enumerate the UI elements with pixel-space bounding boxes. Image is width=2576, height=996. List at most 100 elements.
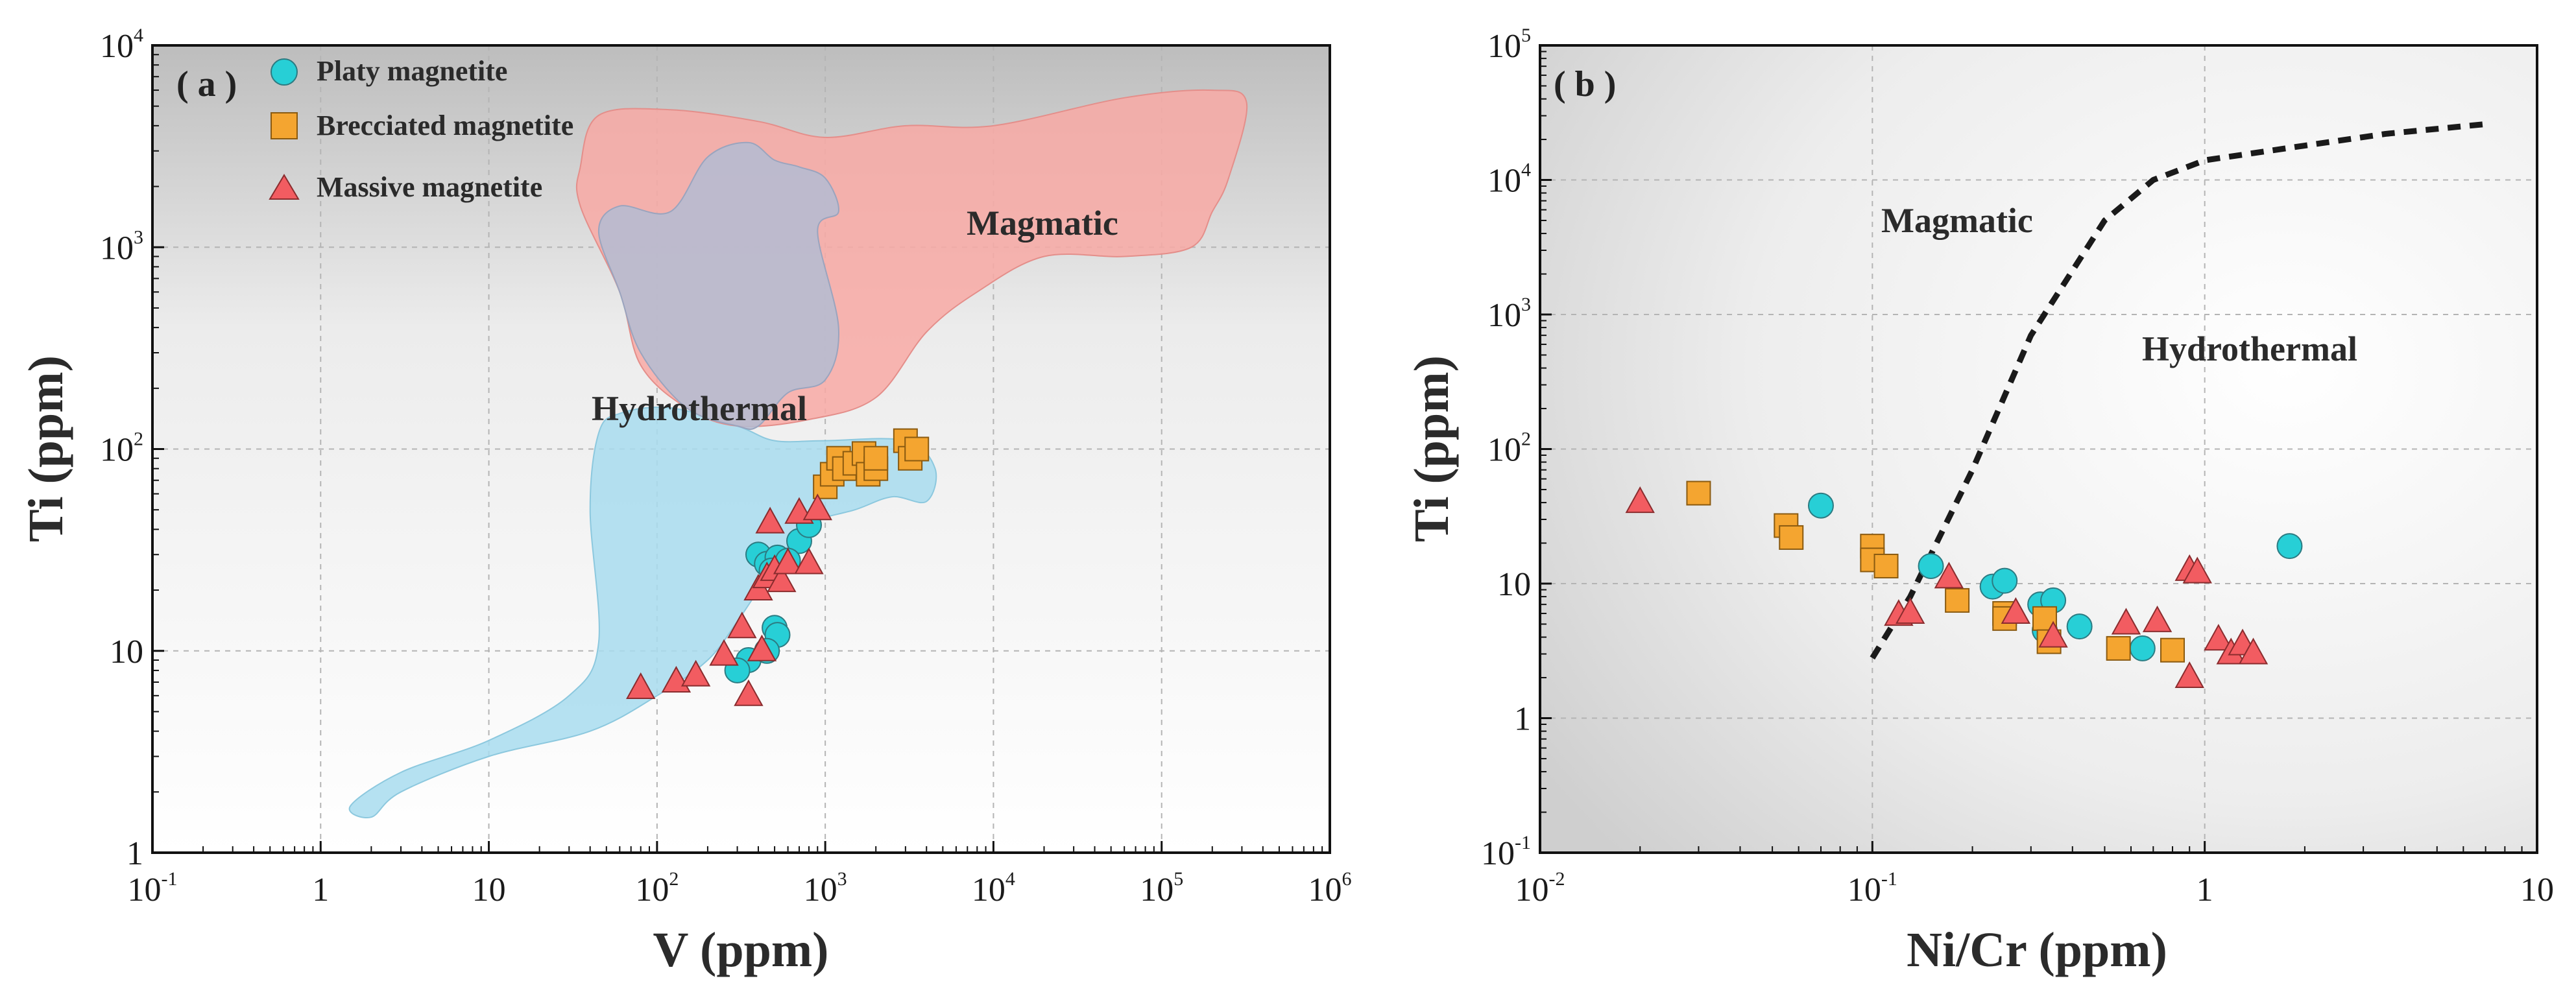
y-tick-base: 10 bbox=[110, 634, 143, 670]
x-tick-exponent: 3 bbox=[837, 868, 847, 890]
legend: Platy magnetite Brecciated magnetite Mas… bbox=[269, 55, 573, 203]
hydrothermal-field bbox=[348, 407, 937, 819]
massive-magnetite-point bbox=[680, 659, 711, 687]
brecciated-magnetite-point bbox=[1779, 525, 1804, 550]
x-tick-base: 10 bbox=[128, 872, 162, 908]
panel-b-grid bbox=[1540, 45, 2537, 853]
x-tick-label: 10 bbox=[2520, 872, 2554, 908]
panel-a-hydrothermal-label: Hydrothermal bbox=[592, 389, 807, 428]
y-tick-label: 10 bbox=[1497, 566, 1531, 603]
x-tick-base: 10 bbox=[1848, 872, 1881, 908]
legend-brecciated-label: Brecciated magnetite bbox=[317, 110, 573, 141]
y-tick-exponent: 5 bbox=[1521, 25, 1531, 46]
legend-platy-marker bbox=[271, 58, 298, 86]
y-tick-exponent: 4 bbox=[134, 25, 143, 46]
panel-a-xlabel: V (ppm) bbox=[653, 923, 829, 977]
magmatic-hydrothermal-boundary-line bbox=[1870, 121, 2486, 660]
legend-massive-marker bbox=[269, 174, 300, 200]
x-tick-base: 10 bbox=[635, 872, 669, 908]
y-tick-base: 10 bbox=[1497, 566, 1531, 603]
y-tick-label: 104 bbox=[100, 25, 143, 65]
massive-magnetite-point bbox=[626, 672, 656, 699]
massive-magnetite-point bbox=[727, 611, 757, 639]
x-tick-exponent: 6 bbox=[1342, 868, 1352, 890]
y-tick-exponent: 4 bbox=[1521, 160, 1531, 181]
legend-brecciated-marker bbox=[271, 112, 298, 139]
x-tick-base: 10 bbox=[1140, 872, 1174, 908]
panel-b-points bbox=[1625, 480, 2303, 689]
massive-magnetite-point bbox=[802, 493, 832, 521]
x-tick-base: 10 bbox=[804, 872, 837, 908]
massive-magnetite-point bbox=[1934, 562, 1964, 589]
y-tick-base: 10 bbox=[1487, 163, 1521, 200]
panel-b-hydrothermal-label: Hydrothermal bbox=[2142, 329, 2357, 368]
y-tick-exponent: 3 bbox=[134, 226, 143, 248]
panel-a-fields bbox=[348, 89, 1248, 819]
x-tick-label: 104 bbox=[972, 868, 1015, 908]
massive-magnetite-point bbox=[2174, 661, 2204, 689]
panel-a-points bbox=[626, 428, 930, 706]
x-tick-label: 10 bbox=[472, 872, 506, 908]
x-tick-label: 103 bbox=[804, 868, 847, 908]
massive-magnetite-point bbox=[2238, 637, 2269, 665]
y-tick-label: 102 bbox=[100, 429, 143, 469]
massive-magnetite-point bbox=[2001, 597, 2031, 624]
brecciated-magnetite-point bbox=[1686, 480, 1711, 506]
x-tick-label: 10-1 bbox=[128, 868, 178, 908]
massive-magnetite-point bbox=[2204, 624, 2233, 651]
y-tick-base: 10 bbox=[1487, 297, 1521, 334]
y-tick-label: 103 bbox=[100, 226, 143, 267]
massive-magnetite-point bbox=[2038, 621, 2068, 648]
panel-b-ylabel: Ti (ppm) bbox=[1404, 355, 1459, 542]
y-tick-base: 10 bbox=[100, 230, 134, 267]
brecciated-magnetite-point bbox=[2160, 637, 2185, 663]
y-tick-label: 103 bbox=[1487, 294, 1531, 334]
platy-magnetite-point bbox=[2129, 635, 2156, 661]
y-tick-label: 102 bbox=[1487, 429, 1531, 469]
panel-a-label: ( a ) bbox=[176, 64, 237, 104]
y-tick-base: 10 bbox=[1487, 432, 1521, 469]
panel-b-label: ( b ) bbox=[1554, 64, 1616, 104]
x-tick-exponent: 4 bbox=[1005, 868, 1015, 890]
y-tick-exponent: -1 bbox=[1515, 832, 1531, 853]
x-tick-base: 10 bbox=[2520, 872, 2554, 908]
platy-magnetite-point bbox=[2276, 533, 2303, 560]
x-tick-base: 10 bbox=[472, 872, 506, 908]
platy-magnetite-point bbox=[2066, 613, 2093, 640]
brecciated-magnetite-point bbox=[2106, 635, 2131, 661]
brecciated-magnetite-point bbox=[1873, 553, 1899, 578]
y-tick-exponent: 2 bbox=[1521, 429, 1531, 450]
massive-magnetite-point bbox=[755, 506, 785, 534]
x-tick-base: 10 bbox=[1515, 872, 1549, 908]
x-tick-exponent: 2 bbox=[669, 868, 679, 890]
massive-magnetite-point bbox=[2111, 608, 2141, 635]
brecciated-magnetite-point bbox=[1945, 587, 1970, 613]
y-tick-base: 1 bbox=[1514, 701, 1531, 738]
massive-magnetite-point bbox=[2182, 556, 2212, 584]
massive-magnetite-point bbox=[767, 565, 797, 593]
platy-magnetite-point bbox=[1918, 552, 1944, 579]
y-tick-base: 1 bbox=[126, 835, 143, 872]
x-tick-label: 106 bbox=[1308, 868, 1352, 908]
massive-magnetite-point bbox=[1896, 597, 1925, 624]
x-tick-label: 105 bbox=[1140, 868, 1183, 908]
platy-magnetite-point bbox=[1992, 567, 2018, 594]
brecciated-magnetite-point bbox=[904, 436, 930, 462]
x-tick-base: 1 bbox=[312, 872, 329, 908]
massive-magnetite-point bbox=[794, 547, 824, 575]
legend-massive-label: Massive magnetite bbox=[317, 171, 542, 203]
y-tick-label: 10-1 bbox=[1481, 832, 1531, 872]
y-tick-exponent: 2 bbox=[134, 429, 143, 450]
massive-magnetite-point bbox=[747, 634, 777, 661]
x-tick-exponent: -1 bbox=[162, 868, 178, 890]
massive-magnetite-point bbox=[1625, 486, 1655, 514]
x-tick-base: 10 bbox=[972, 872, 1005, 908]
x-tick-base: 1 bbox=[2197, 872, 2213, 908]
panel-a-ylabel: Ti (ppm) bbox=[19, 355, 73, 542]
panel-a-magmatic-label: Magmatic bbox=[967, 204, 1118, 243]
x-tick-label: 102 bbox=[635, 868, 679, 908]
